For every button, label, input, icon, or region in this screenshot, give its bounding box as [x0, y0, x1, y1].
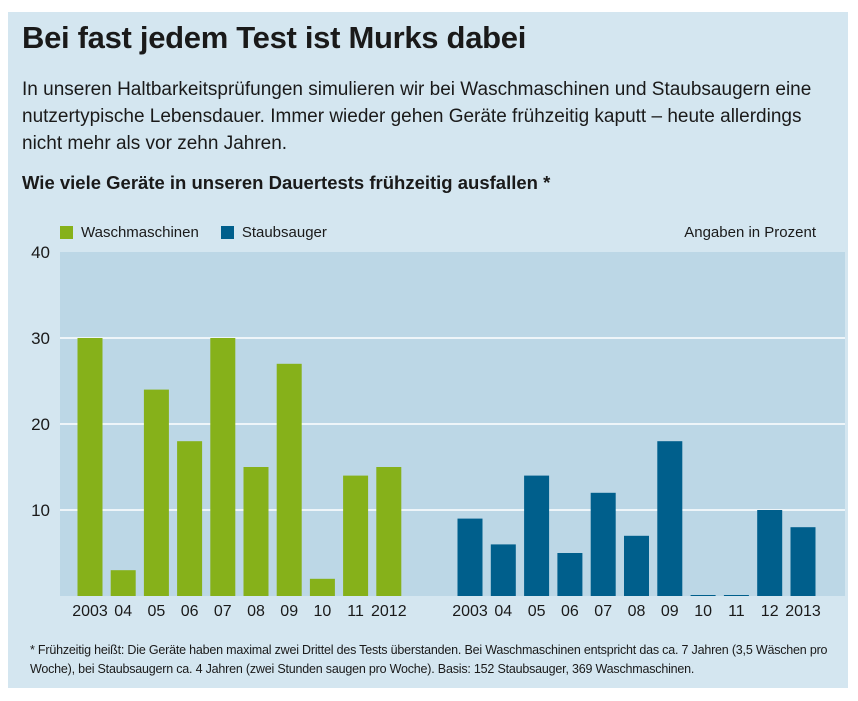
x-tick-label: 06	[181, 603, 199, 620]
bar-staubsauger-10	[690, 595, 716, 596]
bar-staubsauger-05	[524, 475, 550, 596]
bar-staubsauger-11	[723, 595, 749, 596]
x-tick-label: 10	[314, 603, 332, 620]
bar-staubsauger-06	[557, 553, 583, 596]
y-tick-label: 20	[31, 415, 50, 434]
x-tick-label: 04	[114, 603, 132, 620]
bar-staubsauger-2013	[790, 527, 816, 596]
x-tick-label: 04	[494, 603, 512, 620]
bar-waschmaschinen-05	[143, 389, 169, 596]
legend-label-waschmaschinen: Waschmaschinen	[81, 224, 199, 241]
bar-waschmaschinen-11	[343, 475, 369, 596]
bar-waschmaschinen-07	[210, 338, 236, 596]
footnote: * Frühzeitig heißt: Die Geräte haben max…	[30, 643, 828, 676]
x-tick-label: 05	[528, 603, 546, 620]
unit-label: Angaben in Prozent	[684, 224, 816, 241]
bar-staubsauger-07	[590, 492, 616, 596]
bar-waschmaschinen-06	[177, 441, 203, 596]
legend: Waschmaschinen Staubsauger	[60, 224, 327, 241]
x-tick-label: 2003	[452, 603, 488, 620]
bar-staubsauger-2003	[457, 518, 483, 596]
y-tick-label: 10	[31, 501, 50, 520]
x-tick-label: 2003	[72, 603, 108, 620]
x-tick-label: 12	[761, 603, 779, 620]
x-tick-label: 05	[148, 603, 166, 620]
bar-waschmaschinen-10	[309, 578, 335, 596]
chart-title: Wie viele Geräte in unseren Dauertests f…	[22, 172, 551, 193]
x-tick-label: 09	[661, 603, 679, 620]
bar-staubsauger-12	[757, 510, 783, 596]
x-tick-label: 09	[280, 603, 298, 620]
bar-waschmaschinen-08	[243, 467, 269, 596]
bar-staubsauger-08	[624, 535, 649, 596]
bar-staubsauger-04	[490, 544, 516, 596]
x-tick-label: 2013	[785, 603, 821, 620]
legend-swatch-waschmaschinen	[60, 226, 73, 239]
y-tick-label: 30	[31, 329, 50, 348]
intro-text: In unseren Haltbarkeitsprüfungen simulie…	[22, 79, 812, 154]
legend-label-staubsauger: Staubsauger	[241, 224, 327, 241]
x-tick-label: 11	[347, 603, 364, 620]
bar-waschmaschinen-09	[276, 363, 302, 596]
bar-waschmaschinen-2012	[376, 467, 402, 596]
bar-waschmaschinen-2003	[77, 338, 103, 596]
bar-staubsauger-09	[657, 441, 683, 596]
page-title: Bei fast jedem Test ist Murks dabei	[22, 20, 527, 55]
bar-waschmaschinen-04	[110, 570, 136, 596]
x-tick-label: 07	[214, 603, 232, 620]
x-tick-label: 11	[728, 603, 745, 620]
x-tick-label: 07	[594, 603, 612, 620]
x-tick-label: 06	[561, 603, 579, 620]
y-tick-label: 40	[31, 243, 50, 262]
legend-swatch-staubsauger	[220, 226, 234, 239]
x-tick-label: 08	[247, 603, 265, 620]
x-tick-label: 10	[694, 603, 712, 620]
x-tick-label: 2012	[371, 603, 407, 620]
x-tick-label: 08	[628, 603, 646, 620]
